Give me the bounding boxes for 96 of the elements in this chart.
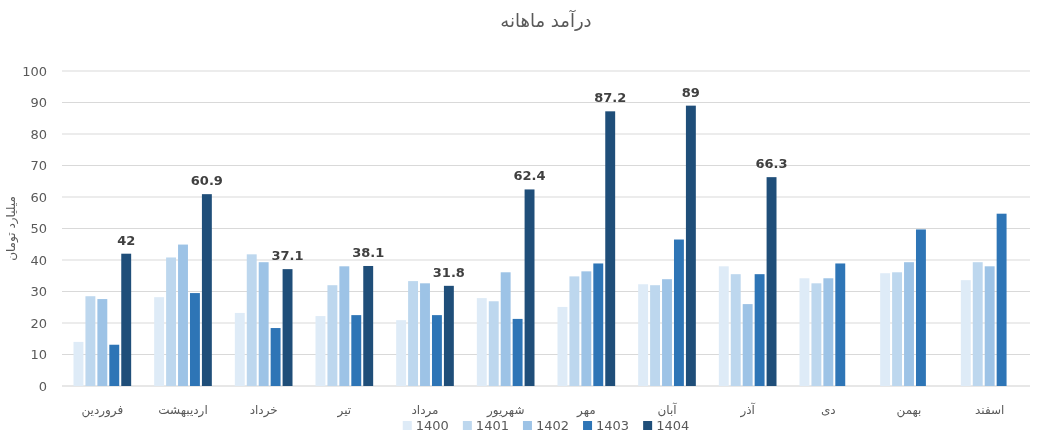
bar (246, 254, 257, 386)
bar (730, 274, 741, 386)
bar (650, 285, 661, 386)
bar (524, 189, 535, 386)
legend-label: 1404 (656, 418, 690, 433)
data-label: 66.3 (755, 156, 788, 172)
bar (339, 266, 350, 386)
x-tick-label: دی (820, 403, 836, 417)
bar (892, 272, 903, 386)
bar (766, 177, 777, 386)
data-label: 87.2 (594, 90, 627, 106)
x-tick-label: اردیبهشت (158, 403, 208, 418)
x-tick-label: فروردین (81, 403, 124, 418)
bar (662, 279, 672, 386)
bar (960, 280, 971, 386)
chart-title: درآمد ماهانه (500, 9, 592, 31)
bar (351, 315, 362, 386)
x-tick-label: بهمن (896, 403, 922, 418)
x-tick-label: آذر (739, 402, 756, 418)
x-tick-label: آبان (657, 402, 678, 417)
bar (569, 276, 580, 386)
legend-label: 1401 (475, 418, 509, 433)
y-tick-label: 90 (30, 95, 47, 110)
bar (363, 265, 374, 386)
bar (685, 105, 696, 386)
legend-label: 1402 (535, 418, 570, 433)
bar (557, 306, 568, 386)
data-label: 37.1 (271, 248, 304, 264)
legend-label: 1403 (596, 418, 630, 433)
bar (984, 266, 995, 386)
y-tick-label: 60 (30, 189, 47, 205)
bar (201, 194, 212, 386)
bar (408, 281, 419, 386)
data-label: 89 (681, 84, 700, 100)
bar (189, 293, 200, 386)
bar (327, 285, 338, 386)
bar (673, 239, 684, 386)
bar (742, 304, 753, 386)
bar (476, 298, 487, 386)
y-axis-title: میلیارد تومان (4, 196, 19, 261)
data-label: 62.4 (513, 168, 546, 184)
bar (431, 315, 442, 386)
bar (904, 262, 914, 386)
bar (109, 344, 120, 386)
x-tick-label: شهریور (485, 403, 525, 418)
bar (823, 278, 834, 386)
bar (443, 285, 454, 386)
y-tick-label: 70 (30, 158, 47, 173)
y-tick-label: 10 (30, 347, 47, 362)
bar (488, 301, 499, 386)
x-tick-label: تیر (336, 403, 352, 418)
bar (270, 328, 281, 386)
bar (972, 262, 983, 386)
bar (718, 266, 729, 386)
y-tick-label: 30 (30, 284, 47, 299)
bar (396, 320, 407, 386)
bar (880, 273, 891, 386)
bar (593, 263, 604, 386)
bar (581, 271, 592, 386)
bar (178, 244, 188, 386)
bar (500, 272, 511, 386)
bar (811, 283, 822, 386)
bar (605, 111, 616, 386)
bar (282, 269, 293, 386)
x-tick-label: اسفند (974, 403, 1005, 417)
x-tick-label: مهر (576, 403, 596, 418)
bar (315, 316, 326, 386)
data-label: 60.9 (190, 173, 223, 189)
bar (638, 284, 649, 386)
bar (85, 296, 96, 386)
data-label: 42 (117, 232, 136, 248)
bar (420, 283, 430, 386)
y-tick-label: 100 (22, 63, 47, 79)
bar (258, 262, 269, 386)
bar (154, 297, 165, 386)
x-tick-label: مرداد (411, 403, 439, 418)
legend-label: 1400 (415, 418, 449, 433)
y-tick-label: 40 (30, 252, 47, 268)
data-label: 31.8 (432, 264, 465, 280)
bar (915, 229, 926, 386)
y-tick-label: 80 (30, 126, 47, 142)
bar (512, 318, 523, 386)
x-tick-label: خرداد (249, 403, 278, 418)
bar (121, 253, 132, 386)
bar (799, 278, 810, 386)
y-tick-label: 50 (30, 221, 47, 236)
bar (835, 263, 846, 386)
bar (166, 257, 177, 386)
y-tick-label: 0 (38, 378, 47, 394)
data-label: 38.1 (352, 244, 385, 260)
y-tick-label: 20 (30, 315, 47, 331)
bar (73, 341, 84, 386)
bar (754, 274, 765, 386)
bar (234, 312, 245, 386)
bar (97, 299, 108, 386)
bar (996, 213, 1007, 386)
